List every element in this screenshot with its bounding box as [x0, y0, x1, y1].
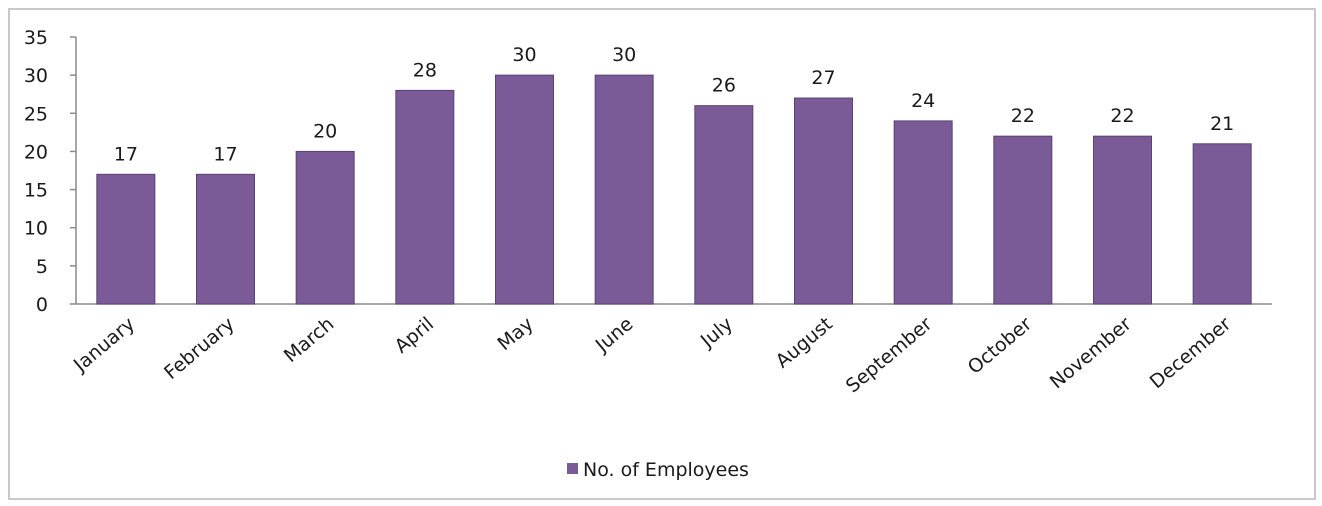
bar-january — [96, 173, 156, 305]
data-label-december: 21 — [1210, 113, 1234, 135]
bar-july — [694, 105, 754, 305]
y-tick-label: 35 — [24, 27, 48, 49]
y-axis: 0 5 10 15 20 25 30 35 — [24, 27, 77, 316]
bar-february — [196, 173, 255, 305]
x-tick-label-february: February — [160, 313, 239, 384]
x-tick-label-june: June — [591, 313, 638, 357]
data-label-may: 30 — [512, 44, 536, 66]
x-tick-label-may: May — [493, 313, 537, 355]
x-tick-label-april: April — [391, 313, 438, 358]
y-tick-label: 25 — [24, 103, 48, 125]
bar-november — [1093, 135, 1152, 305]
data-label-july: 26 — [712, 75, 736, 97]
bar-october — [993, 135, 1053, 305]
y-tick-label: 5 — [36, 256, 48, 278]
data-labels: 17 17 20 28 30 30 26 27 24 22 22 21 — [114, 44, 1235, 165]
x-tick-label-july: July — [696, 313, 737, 352]
bar-august — [794, 97, 853, 305]
legend-swatch — [567, 463, 578, 474]
data-label-june: 30 — [612, 44, 636, 66]
data-label-august: 27 — [811, 67, 835, 89]
bar-april — [395, 89, 455, 305]
y-tick-label: 30 — [24, 65, 48, 87]
x-tick-label-august: August — [772, 313, 837, 373]
x-tick-label-december: December — [1146, 313, 1236, 393]
data-label-february: 17 — [213, 143, 237, 165]
data-label-march: 20 — [313, 120, 337, 142]
legend: No. of Employees — [567, 459, 749, 481]
bar-december — [1192, 143, 1252, 305]
data-label-november: 22 — [1110, 105, 1134, 127]
data-label-october: 22 — [1011, 105, 1035, 127]
y-tick-label: 10 — [24, 218, 48, 240]
y-tick-label: 0 — [36, 294, 48, 316]
x-tick-label-march: March — [280, 313, 339, 367]
data-label-january: 17 — [114, 143, 138, 165]
data-label-september: 24 — [911, 90, 935, 112]
y-tick-label: 15 — [24, 180, 48, 202]
bar-may — [495, 74, 554, 305]
x-tick-label-january: January — [69, 313, 139, 377]
x-axis: January February March April May June July Augu… — [69, 303, 1272, 397]
x-tick-label-november: November — [1046, 313, 1136, 394]
x-tick-label-september: September — [842, 313, 937, 397]
bar-june — [594, 74, 654, 305]
legend-label: No. of Employees — [583, 459, 749, 481]
y-tick-label: 20 — [24, 141, 48, 163]
bars — [96, 74, 1252, 305]
data-label-april: 28 — [413, 59, 437, 81]
x-tick-label-october: October — [964, 313, 1037, 379]
bar-september — [893, 120, 953, 305]
bar-march — [295, 150, 355, 305]
